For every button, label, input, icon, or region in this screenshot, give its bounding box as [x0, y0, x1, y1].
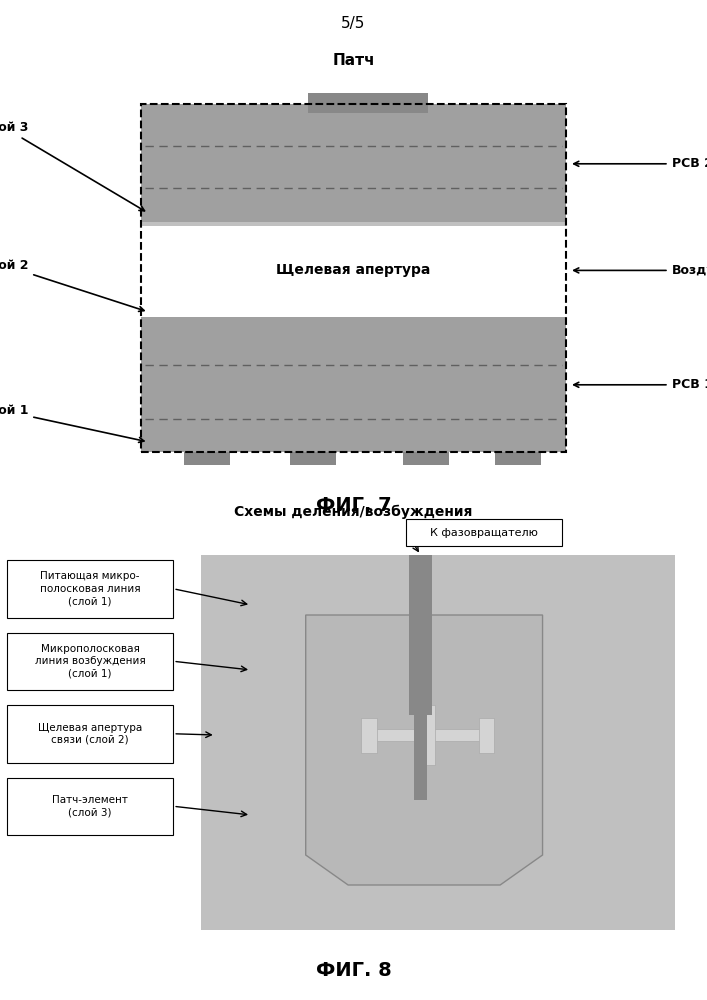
Bar [403, 452, 449, 465]
Bar [141, 104, 566, 452]
Bar [141, 317, 566, 452]
Bar [308, 93, 428, 113]
Bar [7, 560, 173, 617]
Bar [290, 452, 336, 465]
Bar [141, 224, 566, 317]
Text: Патч: Патч [332, 53, 375, 68]
Text: PCB 2: PCB 2 [574, 157, 707, 170]
Text: К фазовращателю: К фазовращателю [431, 528, 538, 538]
Text: Схемы деления/возбуждения: Схемы деления/возбуждения [234, 504, 473, 519]
Text: Воздух: Воздух [574, 264, 707, 277]
Text: ФИГ. 7: ФИГ. 7 [316, 496, 391, 515]
Bar [414, 710, 427, 800]
Bar [495, 452, 541, 465]
Text: PCB 1: PCB 1 [574, 378, 707, 391]
Text: Микрополосковая
линия возбуждения
(слой 1): Микрополосковая линия возбуждения (слой … [35, 644, 146, 679]
Text: Слой 2: Слой 2 [0, 259, 144, 311]
Polygon shape [305, 615, 542, 885]
Bar [7, 633, 173, 690]
Bar [141, 104, 566, 224]
Text: Щелевая апертура: Щелевая апертура [276, 263, 431, 277]
Bar [184, 452, 230, 465]
Text: Щелевая апертура
связи (слой 2): Щелевая апертура связи (слой 2) [38, 723, 142, 745]
Bar [7, 705, 173, 762]
Text: Питающая микро-
полосковая линия
(слой 1): Питающая микро- полосковая линия (слой 1… [40, 571, 141, 606]
Text: Слой 3: Слой 3 [0, 121, 144, 211]
Bar [361, 718, 377, 752]
Text: Слой 1: Слой 1 [0, 404, 144, 442]
Bar [7, 778, 173, 835]
Text: 5/5: 5/5 [341, 16, 366, 31]
Bar [366, 729, 489, 741]
Bar [407, 519, 562, 546]
Bar [420, 705, 436, 765]
Text: ФИГ. 8: ФИГ. 8 [315, 961, 392, 980]
Bar [201, 555, 675, 930]
Bar [479, 718, 494, 752]
Bar [409, 555, 432, 715]
Bar [141, 222, 566, 226]
Text: Патч-элемент
(слой 3): Патч-элемент (слой 3) [52, 795, 128, 817]
